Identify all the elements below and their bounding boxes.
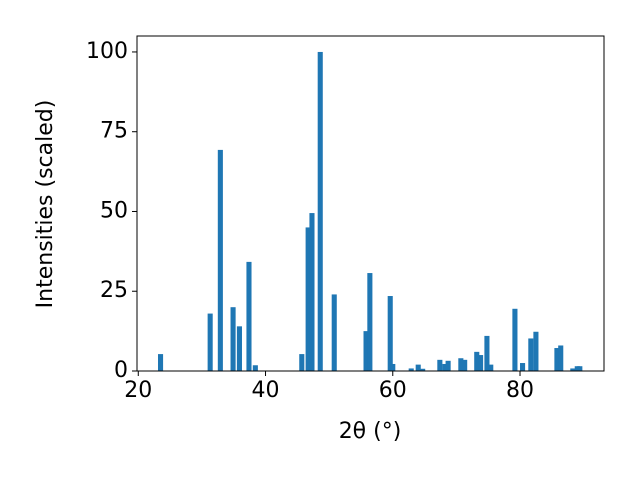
x-tick-label: 40: [252, 378, 280, 403]
bar: [445, 360, 451, 371]
bar: [207, 313, 213, 371]
bar: [533, 331, 539, 371]
bar: [512, 308, 518, 371]
y-tick-label: 100: [86, 39, 128, 64]
bar: [478, 355, 484, 371]
x-tick-label: 20: [124, 378, 152, 403]
bar: [442, 363, 448, 371]
plot-frame: [136, 35, 605, 372]
bar: [387, 296, 393, 371]
x-tick-label: 60: [379, 378, 407, 403]
bar: [570, 368, 576, 371]
bar: [488, 364, 494, 371]
bar: [558, 345, 564, 371]
y-tick-label: 0: [114, 358, 128, 383]
bar: [474, 351, 480, 371]
bar: [528, 338, 534, 371]
bar: [230, 307, 236, 371]
bar: [415, 364, 421, 371]
bar: [437, 359, 443, 371]
y-tick-label: 75: [100, 119, 128, 144]
y-tick-label: 50: [100, 198, 128, 223]
bar: [484, 335, 490, 371]
bar: [157, 354, 164, 371]
bar: [420, 368, 426, 371]
bar: [554, 348, 560, 371]
bar: [367, 273, 373, 371]
y-axis-label: Intensities (scaled): [33, 100, 58, 309]
bar: [309, 213, 315, 371]
bar: [331, 294, 337, 371]
bar: [458, 358, 464, 371]
bar: [236, 326, 242, 371]
bar: [520, 363, 526, 371]
x-tick-label: 80: [506, 378, 534, 403]
bar: [305, 227, 311, 371]
y-tick-label: 25: [100, 278, 128, 303]
bar: [363, 331, 369, 371]
bar: [317, 51, 323, 371]
x-axis-label: 2θ (°): [339, 419, 402, 444]
bar: [217, 149, 223, 371]
bar: [252, 365, 258, 371]
bar: [408, 368, 414, 371]
bar: [577, 366, 583, 371]
bar: [462, 359, 468, 371]
bar: [299, 354, 305, 371]
bar: [246, 261, 252, 371]
bar: [390, 363, 396, 371]
